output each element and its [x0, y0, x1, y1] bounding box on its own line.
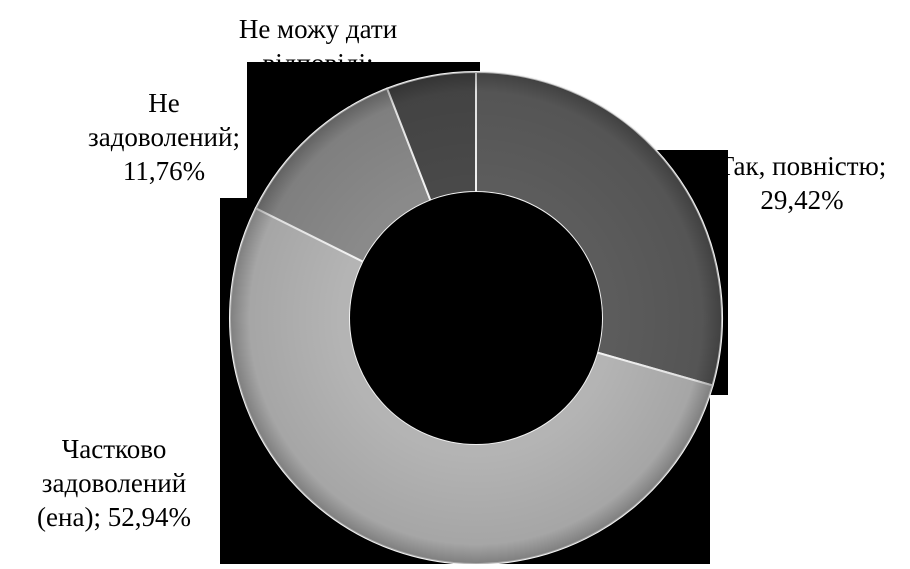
slice-label-4: Не можу дати відповіді; 5,88% — [239, 14, 397, 112]
slice-label-line: Частково — [62, 434, 167, 464]
slice-label-line: відповіді; — [263, 48, 374, 78]
slice-label-line: Не можу дати — [239, 14, 397, 44]
slice-label-line: задоволений — [42, 468, 186, 498]
slice-label-line: 29,42% — [760, 185, 843, 215]
slice-label-2: Частково задоволений (ена); 52,94% — [37, 434, 191, 532]
slice-label-line: Не — [148, 88, 179, 118]
slice-label-line: 11,76% — [123, 156, 205, 186]
slice-label-3: Не задоволений; 11,76% — [88, 88, 240, 186]
labels-group: Так, повністю; 29,42% Частково задоволений (… — [37, 14, 886, 532]
donut-hole — [350, 192, 602, 444]
slice-label-line: Так, повністю; — [718, 151, 887, 181]
slice-label-1: Так, повністю; 29,42% — [718, 151, 887, 215]
slice-label-line: 5,88% — [283, 82, 353, 112]
slice-label-line: (ена); 52,94% — [37, 502, 191, 532]
slice-label-line: задоволений; — [88, 122, 240, 152]
